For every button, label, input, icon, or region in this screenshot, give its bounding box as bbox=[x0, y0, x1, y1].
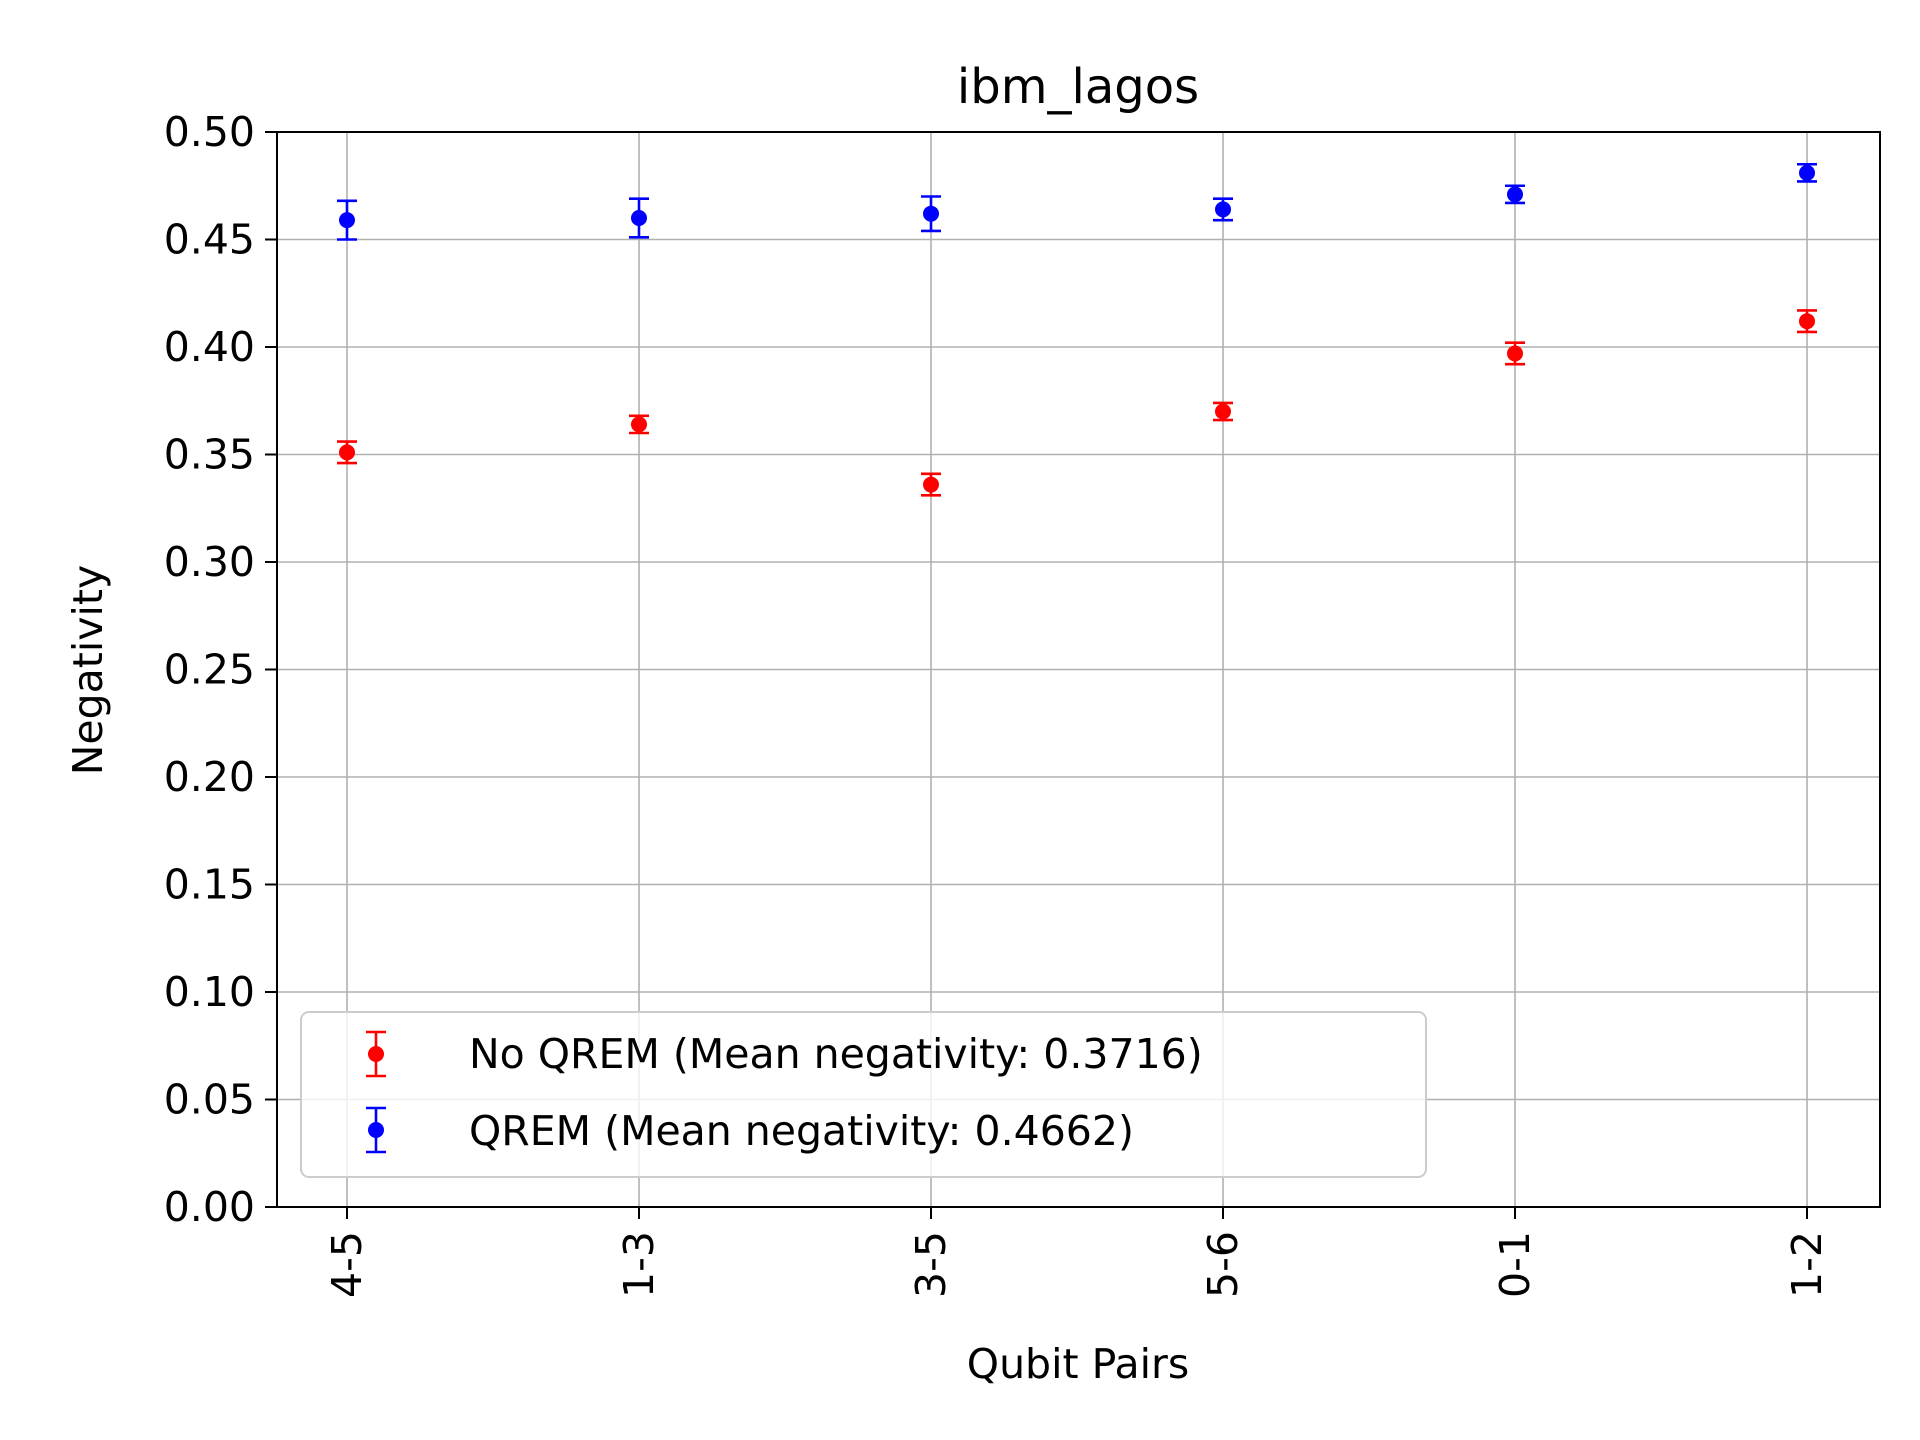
legend-marker bbox=[366, 1030, 386, 1078]
y-tick-label: 0.50 bbox=[164, 108, 255, 156]
series-0-point bbox=[1797, 309, 1817, 334]
x-tick-label: 4-5 bbox=[323, 1231, 371, 1298]
y-tick-label: 0.35 bbox=[164, 431, 255, 479]
x-tick-label: 1-2 bbox=[1783, 1231, 1831, 1298]
data-point bbox=[339, 212, 355, 229]
series-1 bbox=[337, 162, 1817, 241]
legend-label-qrem: QREM (Mean negativity: 0.4662) bbox=[469, 1107, 1134, 1155]
series-1-point bbox=[921, 195, 941, 233]
legend-marker-no-qrem bbox=[366, 1030, 386, 1078]
series-0-point bbox=[629, 414, 649, 435]
series-1-point bbox=[1797, 162, 1817, 183]
data-point bbox=[1799, 313, 1815, 330]
legend-box bbox=[300, 1011, 1427, 1178]
series-0-point bbox=[1213, 401, 1233, 422]
y-axis-ticks: 0.00 0.05 0.10 0.15 0.20 0.25 0.30 0.35 0.40 0.45… bbox=[164, 108, 277, 1231]
data-point bbox=[368, 1046, 384, 1062]
data-point bbox=[1215, 403, 1231, 420]
x-tick-label: 5-6 bbox=[1199, 1231, 1247, 1298]
data-point bbox=[339, 444, 355, 461]
y-tick-label: 0.15 bbox=[164, 861, 255, 909]
data-point bbox=[923, 205, 939, 222]
x-tick-label: 1-3 bbox=[615, 1231, 663, 1298]
legend-label-no-qrem: No QREM (Mean negativity: 0.3716) bbox=[469, 1030, 1203, 1078]
series-0 bbox=[337, 309, 1817, 497]
data-point bbox=[631, 416, 647, 433]
data-point bbox=[1215, 201, 1231, 218]
series-0-point bbox=[921, 472, 941, 497]
y-tick-label: 0.05 bbox=[164, 1076, 255, 1124]
legend-marker bbox=[366, 1106, 386, 1154]
y-tick-label: 0.10 bbox=[164, 968, 255, 1016]
y-axis-label: Negativity bbox=[64, 565, 112, 776]
series-1-point bbox=[337, 199, 357, 241]
x-axis-ticks: 4-5 1-3 3-5 5-6 0-1 1-2 bbox=[323, 1207, 1831, 1298]
y-tick-label: 0.00 bbox=[164, 1183, 255, 1231]
y-tick-label: 0.45 bbox=[164, 216, 255, 264]
data-point bbox=[631, 210, 647, 226]
x-tick-label: 3-5 bbox=[907, 1231, 955, 1298]
data-points bbox=[337, 162, 1817, 497]
y-tick-label: 0.25 bbox=[164, 646, 255, 694]
x-tick-label: 0-1 bbox=[1491, 1231, 1539, 1298]
series-1-point bbox=[1213, 197, 1233, 222]
series-1-point bbox=[1505, 184, 1525, 205]
series-0-point bbox=[337, 440, 357, 465]
data-point bbox=[368, 1122, 384, 1138]
data-point bbox=[1507, 186, 1523, 203]
data-point bbox=[1799, 164, 1815, 181]
plot-area-frame bbox=[276, 131, 1881, 1208]
legend-marker-qrem bbox=[366, 1106, 386, 1154]
chart-title: ibm_lagos bbox=[957, 59, 1199, 115]
data-point bbox=[1507, 345, 1523, 362]
legend: No QREM (Mean negativity: 0.3716) QREM (… bbox=[300, 1011, 1427, 1178]
series-1-point bbox=[629, 197, 649, 239]
y-tick-label: 0.20 bbox=[164, 753, 255, 801]
x-axis-label: Qubit Pairs bbox=[967, 1340, 1189, 1388]
y-tick-label: 0.40 bbox=[164, 323, 255, 371]
series-0-point bbox=[1505, 341, 1525, 366]
data-point bbox=[923, 476, 939, 493]
y-tick-label: 0.30 bbox=[164, 538, 255, 586]
